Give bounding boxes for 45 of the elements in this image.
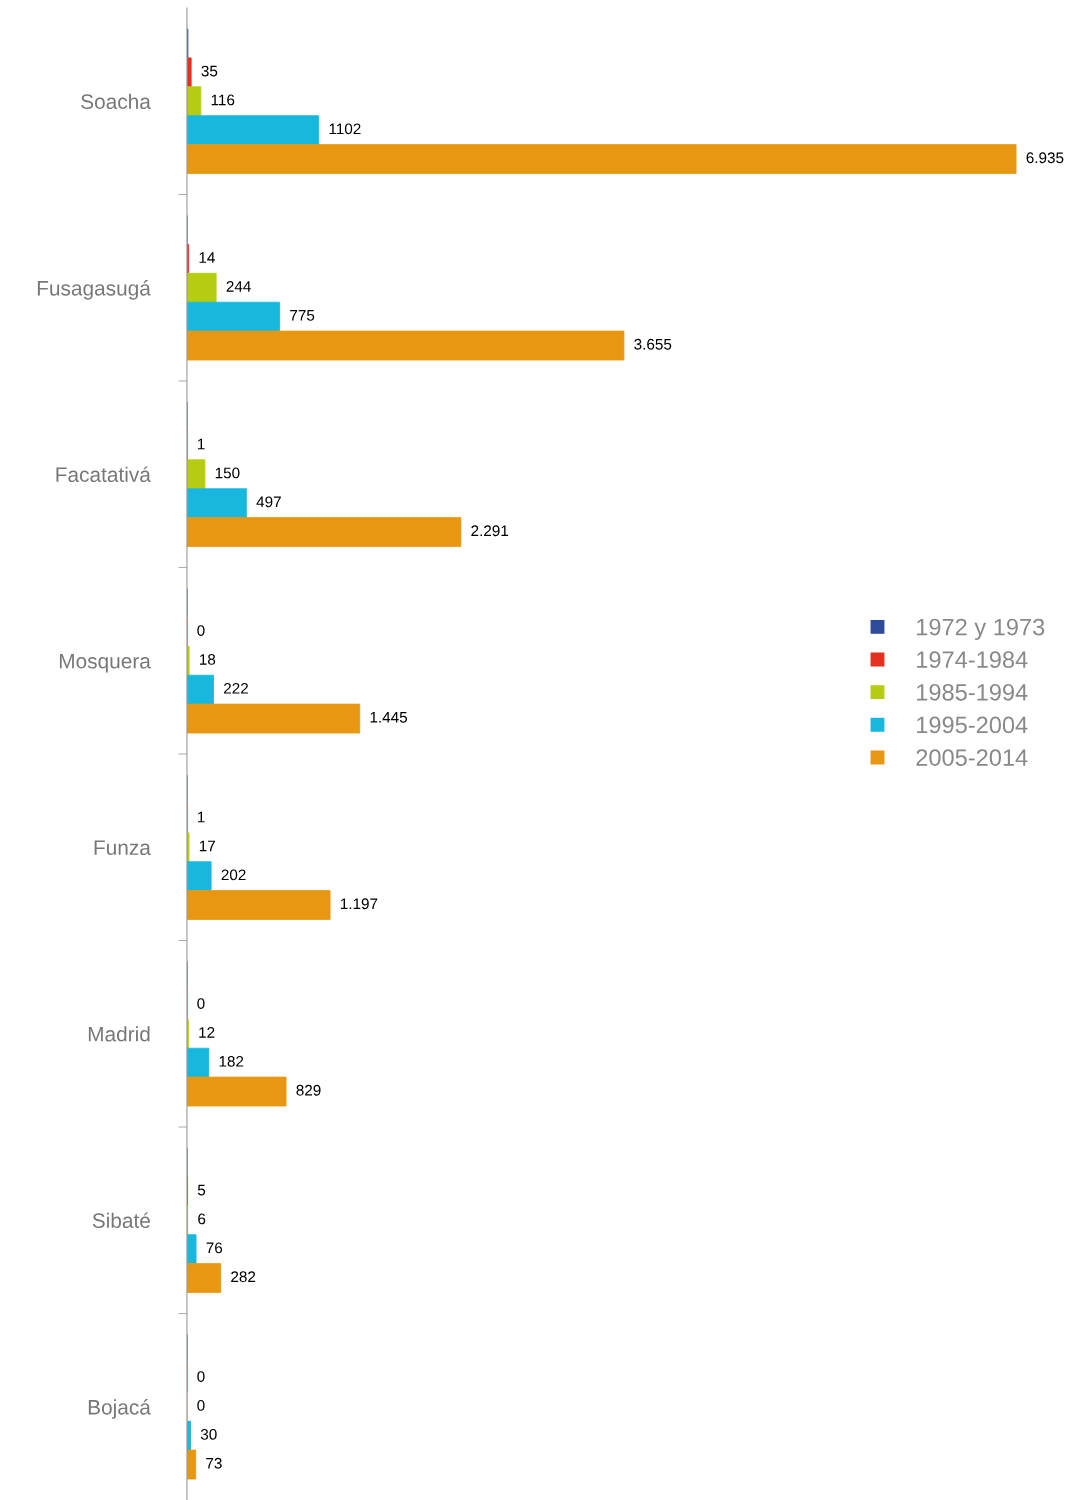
legend-label: 1974-1984 (917, 651, 1028, 669)
data-label: 497 (256, 496, 281, 508)
y-tick-label: Bojacá (88, 1399, 151, 1419)
data-label: 30 (200, 1428, 217, 1440)
data-label: 3.655 (634, 338, 672, 350)
data-label: 0 (197, 1371, 205, 1382)
legend-label: 2005-2014 (916, 749, 1028, 766)
data-label: 35 (201, 65, 218, 77)
data-label: 116 (211, 94, 235, 106)
data-label: 244 (226, 281, 251, 292)
data-label: 1.445 (370, 712, 408, 723)
data-label: 775 (290, 310, 315, 321)
data-label: 1 (197, 438, 205, 450)
data-label: 76 (206, 1242, 223, 1254)
y-tick-label: Soacha (81, 93, 151, 109)
data-label: 18 (200, 654, 216, 665)
data-label: 282 (231, 1271, 256, 1283)
data-label: 12 (199, 1027, 215, 1038)
y-tick-label: Fusagasugá (37, 280, 151, 300)
y-tick-label: Sibaté (92, 1212, 150, 1228)
y-tick-label: Mosquera (59, 653, 151, 673)
legend-label: 1972 y 1973 (917, 618, 1045, 641)
data-label: 222 (224, 682, 248, 694)
data-label: 0 (197, 625, 205, 636)
data-label: 2.291 (471, 525, 509, 537)
data-label: 150 (215, 467, 240, 479)
data-label: 14 (199, 252, 215, 263)
y-tick-label: Madrid (88, 1026, 150, 1042)
data-label: 0 (197, 1400, 205, 1411)
data-label: 182 (219, 1055, 244, 1067)
data-label: 202 (221, 869, 246, 881)
data-label: 73 (206, 1457, 222, 1469)
legend-label: 1985-1994 (917, 683, 1028, 701)
data-label: 6 (198, 1213, 206, 1225)
data-label: 5 (197, 1184, 206, 1196)
y-tick-label: Facatativá (56, 466, 151, 482)
data-label: 1.197 (340, 898, 378, 910)
data-label: 1102 (329, 123, 361, 135)
data-label: 829 (296, 1084, 321, 1096)
data-label: 0 (197, 998, 205, 1009)
legend-label: 1995-2004 (917, 716, 1028, 734)
data-label: 17 (199, 840, 215, 852)
data-label: 1 (197, 811, 205, 823)
y-tick-label: Funza (94, 840, 151, 855)
data-label: 6.935 (1026, 152, 1064, 164)
